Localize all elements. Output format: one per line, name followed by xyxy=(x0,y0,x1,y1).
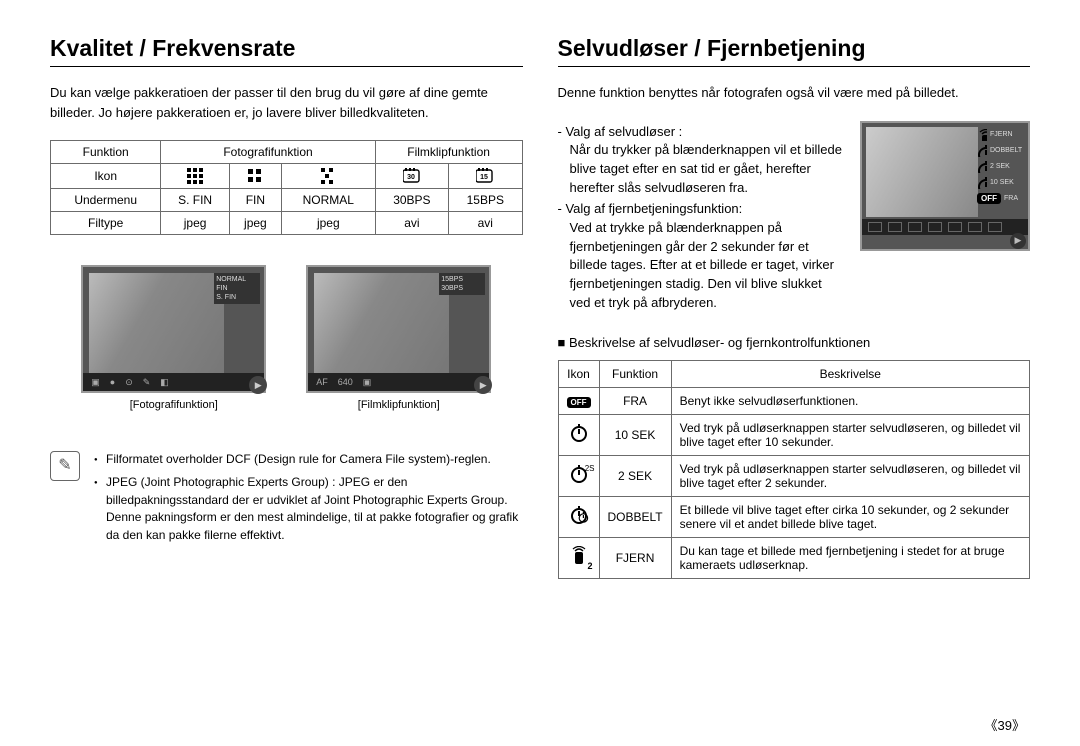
thumb-video: 15BPS 30BPS AF 640 ▣ ▶ [Filmklipfunktion… xyxy=(306,265,491,411)
row-func: FRA xyxy=(599,387,671,414)
row-func: FJERN xyxy=(599,537,671,578)
bar-label: 640 xyxy=(338,377,353,387)
icon-sfin xyxy=(161,164,230,189)
lcd-bottombar: AF 640 ▣ xyxy=(308,373,489,391)
qt-r4c4: jpeg xyxy=(281,212,375,235)
side-item: 10 SEK xyxy=(977,175,1025,191)
qt-r3c2: S. FIN xyxy=(161,189,230,212)
note-block: ✎ Filformatet overholder DCF (Design rul… xyxy=(50,451,523,550)
row-desc: Benyt ikke selvudløserfunktionen. xyxy=(671,387,1029,414)
icon-fin xyxy=(229,164,281,189)
left-title: Kvalitet / Frekvensrate xyxy=(50,35,523,67)
row-desc: Ved tryk på udløserknappen starter selvu… xyxy=(671,455,1029,496)
menu-item: S. FIN xyxy=(216,293,258,302)
qt-r4c3: jpeg xyxy=(229,212,281,235)
timer-table: Ikon Funktion Beskrivelse OFF FRA Benyt … xyxy=(558,360,1031,579)
th-func: Funktion xyxy=(599,360,671,387)
icon-30bps xyxy=(375,164,448,189)
play-icon: ▶ xyxy=(1010,233,1026,249)
qt-r4c2: jpeg xyxy=(161,212,230,235)
note-item: JPEG (Joint Photographic Experts Group) … xyxy=(94,474,523,544)
row-icon-off: OFF xyxy=(558,387,599,414)
row-desc: Ved tryk på udløserknappen starter selvu… xyxy=(671,414,1029,455)
qt-r3c6: 15BPS xyxy=(449,189,522,212)
row-func: DOBBELT xyxy=(599,496,671,537)
step2-label: - Valg af fjernbetjeningsfunktion: xyxy=(558,200,847,219)
row-icon-10s xyxy=(558,414,599,455)
right-column: Selvudløser / Fjernbetjening Denne funkt… xyxy=(558,35,1031,579)
th-desc: Beskrivelse xyxy=(671,360,1029,387)
qt-r4c6: avi xyxy=(449,212,522,235)
th-icon: Ikon xyxy=(558,360,599,387)
icon-normal xyxy=(281,164,375,189)
row-desc: Du kan tage et billede med fjernbetjenin… xyxy=(671,537,1029,578)
qt-r2c1: Ikon xyxy=(51,164,161,189)
section-title: Beskrivelse af selvudløser- og fjernkont… xyxy=(558,335,1031,350)
qt-r1c2: Fotografifunktion xyxy=(161,141,375,164)
page-number: 39 xyxy=(985,715,1026,734)
thumbnails: NORMAL FIN S. FIN ▣●⊙✎◧ ▶ [Fotografifunk… xyxy=(50,265,523,411)
side-item: DOBBELT xyxy=(977,143,1025,159)
row-icon-2s: 2S xyxy=(558,455,599,496)
qt-r1c1: Funktion xyxy=(51,141,161,164)
play-icon: ▶ xyxy=(249,376,267,394)
qt-r3c5: 30BPS xyxy=(375,189,448,212)
lcd-bottombar: ▣●⊙✎◧ xyxy=(83,373,264,391)
lcd-photo: NORMAL FIN S. FIN ▣●⊙✎◧ ▶ xyxy=(81,265,266,393)
thumb-video-caption: [Filmklipfunktion] xyxy=(306,399,491,411)
note-icon: ✎ xyxy=(50,451,80,481)
qt-r4c5: avi xyxy=(375,212,448,235)
steps: - Valg af selvudløser : Når du trykker p… xyxy=(558,121,847,313)
mini-lcd: FJERN DOBBELT 2 SEK 10 SEK OFFFRA ▶ xyxy=(860,121,1030,251)
mini-lcd-strip xyxy=(862,219,1028,235)
menu-item: NORMAL xyxy=(216,275,258,284)
thumb-photo-caption: [Fotografifunktion] xyxy=(81,399,266,411)
row-icon-double xyxy=(558,496,599,537)
left-intro: Du kan vælge pakkeratioen der passer til… xyxy=(50,83,523,122)
side-item: FJERN xyxy=(977,127,1025,143)
bar-label: AF xyxy=(316,377,328,387)
qt-r3c3: FIN xyxy=(229,189,281,212)
qt-r4c1: Filtype xyxy=(51,212,161,235)
menu-item: 15BPS xyxy=(441,275,483,284)
side-item: 2 SEK xyxy=(977,159,1025,175)
row-icon-remote: 2 xyxy=(558,537,599,578)
right-intro: Denne funktion benyttes når fotografen o… xyxy=(558,83,1031,103)
right-title: Selvudløser / Fjernbetjening xyxy=(558,35,1031,67)
row-func: 10 SEK xyxy=(599,414,671,455)
row-desc: Et billede vil blive taget efter cirka 1… xyxy=(671,496,1029,537)
left-column: Kvalitet / Frekvensrate Du kan vælge pak… xyxy=(50,35,523,579)
note-item: Filformatet overholder DCF (Design rule … xyxy=(94,451,523,468)
qt-r1c3: Filmklipfunktion xyxy=(375,141,522,164)
menu-item: FIN xyxy=(216,284,258,293)
qt-r3c1: Undermenu xyxy=(51,189,161,212)
step1-label: - Valg af selvudløser : xyxy=(558,123,847,142)
side-item: OFFFRA xyxy=(977,191,1025,206)
quality-table: Funktion Fotografifunktion Filmklipfunkt… xyxy=(50,140,523,235)
qt-r3c4: NORMAL xyxy=(281,189,375,212)
icon-15bps xyxy=(449,164,522,189)
lcd-video: 15BPS 30BPS AF 640 ▣ ▶ xyxy=(306,265,491,393)
row-func: 2 SEK xyxy=(599,455,671,496)
menu-item: 30BPS xyxy=(441,284,483,293)
step1-body: Når du trykker på blænderknappen vil et … xyxy=(558,141,847,198)
step2-body: Ved at trykke på blænderknappen på fjern… xyxy=(558,219,847,313)
thumb-photo: NORMAL FIN S. FIN ▣●⊙✎◧ ▶ [Fotografifunk… xyxy=(81,265,266,411)
lcd-photo-menu: NORMAL FIN S. FIN xyxy=(214,273,260,304)
play-icon: ▶ xyxy=(474,376,492,394)
mini-lcd-menu: FJERN DOBBELT 2 SEK 10 SEK OFFFRA xyxy=(977,127,1025,206)
lcd-video-menu: 15BPS 30BPS xyxy=(439,273,485,295)
